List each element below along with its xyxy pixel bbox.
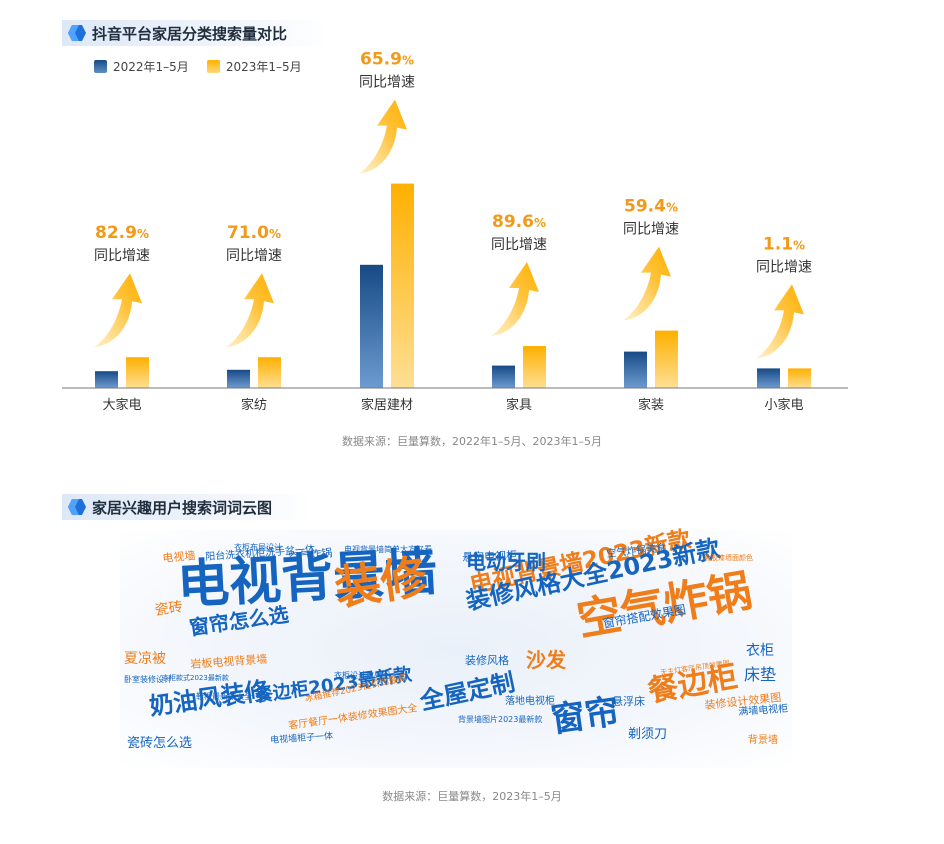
bar-2023-4 (655, 330, 678, 388)
cloud-word: 衣柜 (746, 643, 774, 659)
cloud-word: 窗帘 (548, 691, 622, 741)
section-title-search-volume: 抖音平台家居分类搜索量对比 (62, 20, 328, 46)
cloud-word: 装修 (331, 549, 431, 616)
cloud-word: 衣柜设计效果图大全 (334, 671, 406, 680)
legend-label-2022: 2022年1–5月 (113, 60, 189, 74)
cloud-word: 悬空电视柜 (461, 549, 518, 564)
cloud-word: 背景墙 (748, 735, 778, 746)
growth-label-4: 同比增速 (623, 222, 679, 238)
bar-2023-5 (788, 368, 811, 388)
cloud-word: 电视背景墙简单大方好看 (344, 545, 432, 554)
growth-value-3: 89.6% (492, 212, 546, 232)
cloud-word: 瓷砖 (153, 599, 184, 619)
growth-arrow-icon-4 (623, 246, 671, 321)
growth-value-1: 71.0% (227, 223, 281, 243)
word-cloud-background (120, 530, 792, 768)
growth-label-3: 同比增速 (491, 237, 547, 253)
bar-2022-2 (360, 264, 383, 388)
growth-arrow-icon-1 (226, 273, 274, 348)
chart-legend: 2022年1–5月 2023年1–5月 (94, 58, 302, 75)
legend-item-2023: 2023年1–5月 (206, 58, 302, 75)
growth-arrow-icon-5 (756, 284, 804, 359)
bar-2022-4 (624, 351, 647, 388)
growth-value-5: 1.1% (763, 234, 805, 254)
bar-2022-3 (492, 365, 515, 388)
cloud-word: 电动牙刷 (466, 550, 546, 574)
bar-2023-1 (258, 357, 281, 388)
category-label-2: 家居建材 (361, 397, 413, 413)
cloud-word: 衣柜款式2023最新款 (162, 674, 229, 682)
growth-arrow-icon-3 (491, 262, 539, 336)
source-note-word-cloud: 数据来源：巨量算数，2023年1–5月 (382, 790, 562, 803)
growth-value-2: 65.9% (360, 50, 414, 70)
bar-2023-2 (391, 183, 414, 388)
cloud-word: 卧室装修设计 (124, 675, 172, 684)
cloud-word: 沙发 (526, 648, 566, 672)
bar-2022-0 (95, 371, 118, 388)
cloud-word: 瓷砖怎么选 (127, 736, 193, 751)
legend-label-2023: 2023年1–5月 (225, 60, 302, 74)
source-note-chart: 数据来源：巨量算数，2022年1–5月、2023年1–5月 (342, 435, 602, 448)
growth-label-5: 同比增速 (756, 259, 812, 275)
section-title-word-cloud: 家居兴趣用户搜索词词云图 (62, 494, 313, 520)
growth-label-2: 同比增速 (359, 75, 415, 91)
bar-2022-1 (227, 369, 250, 388)
legend-swatch-2022 (94, 60, 107, 73)
bar-2023-0 (126, 357, 149, 388)
cloud-word: 衣柜布局设计 (234, 543, 282, 552)
legend-swatch-2023 (206, 60, 220, 73)
cloud-word: 装修风格 (465, 654, 509, 667)
growth-label-0: 同比增速 (94, 248, 150, 264)
bar-chart: 大家电 同比增速 82.9% 家纺 同比增速 71.0% 家居建材 同比增速 65.9% 家具 同比… (62, 50, 848, 413)
cloud-word: 夏凉被 (124, 651, 166, 667)
hexagon-logo-icon (68, 499, 86, 515)
cloud-word: 乳胶漆墙面颜色 (704, 554, 753, 562)
growth-value-4: 59.4% (624, 197, 678, 217)
cloud-word: 落地电视柜 (505, 696, 555, 707)
hexagon-logo-icon (68, 25, 86, 41)
cloud-word: 鞋柜最新款大全 (196, 692, 252, 701)
category-label-3: 家具 (506, 397, 532, 413)
category-label-1: 家纺 (241, 397, 267, 413)
bar-2022-5 (757, 368, 780, 388)
growth-value-0: 82.9% (95, 223, 149, 243)
section-title-text: 抖音平台家居分类搜索量对比 (92, 24, 288, 43)
category-label-0: 大家电 (102, 397, 141, 413)
cloud-word: 电视墙 (161, 549, 196, 565)
section-title-text: 家居兴趣用户搜索词词云图 (92, 498, 273, 517)
cloud-word: 剃须刀 (628, 727, 668, 742)
growth-arrow-icon-0 (94, 273, 142, 348)
category-label-4: 家装 (638, 397, 664, 413)
cloud-word: 背景墙图片2023最新款 (458, 715, 543, 724)
bar-2023-3 (523, 346, 546, 388)
growth-arrow-icon-2 (359, 99, 407, 174)
category-label-5: 小家电 (764, 397, 803, 413)
legend-item-2022: 2022年1–5月 (94, 58, 189, 75)
cloud-word: 床垫 (744, 665, 777, 684)
growth-label-1: 同比增速 (226, 248, 282, 264)
cloud-word: 悬浮床 (612, 695, 645, 708)
